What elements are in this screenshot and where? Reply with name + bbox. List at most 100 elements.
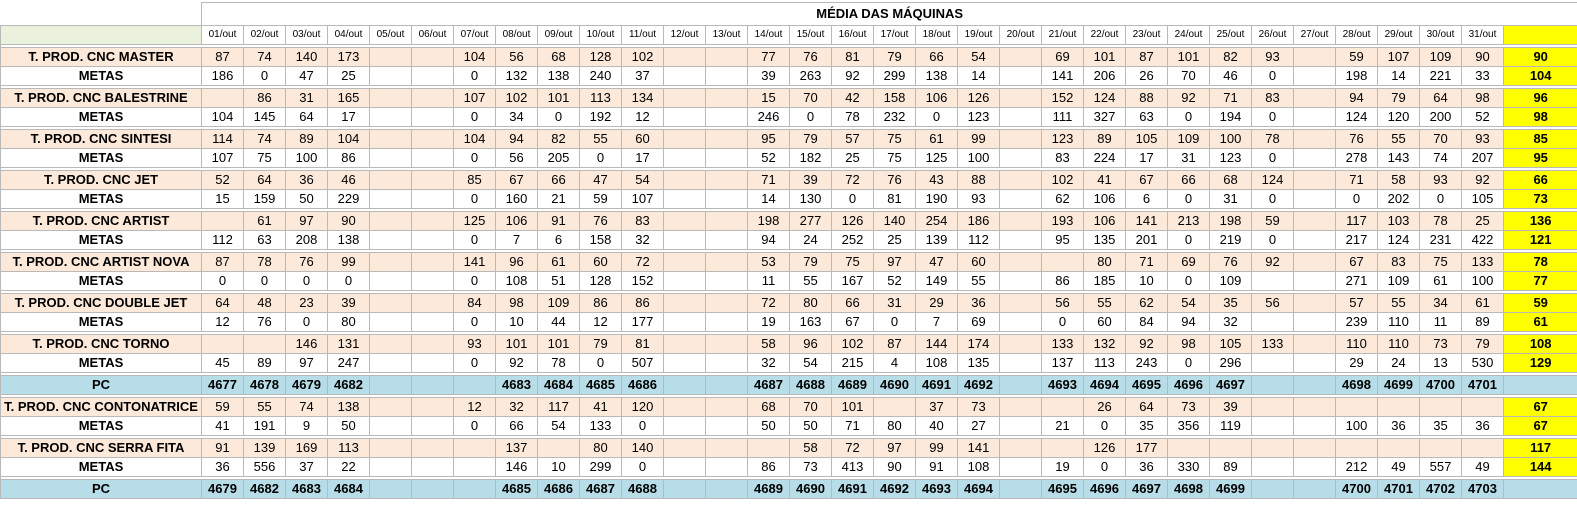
production-row-value: 86 <box>244 89 286 108</box>
production-row-value: 64 <box>1126 398 1168 417</box>
pc-row-value: 4678 <box>244 376 286 395</box>
pc-row-label: PC <box>1 480 202 499</box>
pc-row-value: 4700 <box>1336 480 1378 499</box>
production-row-value: 75 <box>1420 253 1462 272</box>
production-row-value: 48 <box>244 294 286 313</box>
production-row-value: 66 <box>1168 171 1210 190</box>
goal-row-value: 81 <box>874 190 916 209</box>
production-row-value <box>412 439 454 458</box>
goal-row-average: 61 <box>1504 313 1577 332</box>
goal-row-value: 240 <box>580 67 622 86</box>
goal-row-value: 138 <box>328 231 370 250</box>
production-row-value: 109 <box>538 294 580 313</box>
production-row-value: 96 <box>790 335 832 354</box>
goal-row-value <box>706 231 748 250</box>
production-row-label: T. PROD. CNC SERRA FITA <box>1 439 202 458</box>
production-row-value: 104 <box>328 130 370 149</box>
pc-row-value <box>370 480 412 499</box>
goal-row-value: 229 <box>328 190 370 209</box>
production-row-value: 70 <box>790 398 832 417</box>
pc-row-value: 4693 <box>916 480 958 499</box>
production-row-value: 79 <box>874 48 916 67</box>
goal-row-value <box>664 108 706 127</box>
goal-row-value: 212 <box>1336 458 1378 477</box>
pc-row-value: 4689 <box>832 376 874 395</box>
production-row-value <box>1294 398 1336 417</box>
production-row-value: 165 <box>328 89 370 108</box>
goal-row-value: 49 <box>1378 458 1420 477</box>
production-row-value: 55 <box>1084 294 1126 313</box>
production-row-value: 76 <box>286 253 328 272</box>
goal-row-value: 556 <box>244 458 286 477</box>
average-header <box>1504 26 1577 45</box>
production-row-value <box>370 398 412 417</box>
date-header: 26/out <box>1252 26 1294 45</box>
pc-row-value: 4701 <box>1462 376 1504 395</box>
date-header: 12/out <box>664 26 706 45</box>
goal-row-value: 44 <box>538 313 580 332</box>
production-row-value: 123 <box>1042 130 1084 149</box>
date-header: 18/out <box>916 26 958 45</box>
goal-row-value: 0 <box>454 354 496 373</box>
goal-row-value <box>706 313 748 332</box>
goal-row-value: 11 <box>1420 313 1462 332</box>
pc-row-label: PC <box>1 376 202 395</box>
production-row-value: 88 <box>958 171 1000 190</box>
production-row-value: 41 <box>1084 171 1126 190</box>
goal-row-value: 108 <box>496 272 538 291</box>
goal-row-value <box>1294 190 1336 209</box>
production-row-value: 97 <box>874 439 916 458</box>
goal-row-average: 144 <box>1504 458 1577 477</box>
production-row-value <box>706 130 748 149</box>
production-row-value: 104 <box>454 130 496 149</box>
production-row-value: 52 <box>202 171 244 190</box>
goal-row-value: 149 <box>916 272 958 291</box>
goal-row-value: 91 <box>916 458 958 477</box>
date-header: 21/out <box>1042 26 1084 45</box>
production-row-value: 67 <box>496 171 538 190</box>
goal-row-value: 135 <box>1084 231 1126 250</box>
goal-row-value: 219 <box>1210 231 1252 250</box>
goal-row-value: 139 <box>916 231 958 250</box>
pc-row-value: 4694 <box>958 480 1000 499</box>
goal-row-value <box>1000 108 1042 127</box>
production-row-average: 108 <box>1504 335 1577 354</box>
production-row-value <box>412 335 454 354</box>
goal-row-value: 202 <box>1378 190 1420 209</box>
production-row-value <box>1000 212 1042 231</box>
goal-row-value: 37 <box>286 458 328 477</box>
production-row-value: 110 <box>1336 335 1378 354</box>
goal-row-value: 97 <box>286 354 328 373</box>
production-row-average: 117 <box>1504 439 1577 458</box>
goal-row-value: 90 <box>874 458 916 477</box>
production-row-value: 66 <box>916 48 958 67</box>
goal-row-value <box>1000 190 1042 209</box>
goal-row-value: 52 <box>874 272 916 291</box>
goal-row-value: 113 <box>1084 354 1126 373</box>
goal-row-label: METAS <box>1 417 202 436</box>
goal-row-value: 177 <box>622 313 664 332</box>
goal-row-value <box>454 458 496 477</box>
goal-row-value: 0 <box>1252 190 1294 209</box>
production-row-value: 66 <box>832 294 874 313</box>
goal-row-value: 104 <box>202 108 244 127</box>
production-row-value: 92 <box>1252 253 1294 272</box>
pc-row-value: 4682 <box>328 376 370 395</box>
goal-row-value: 29 <box>1336 354 1378 373</box>
production-row-value: 61 <box>538 253 580 272</box>
goal-row-value <box>370 231 412 250</box>
goal-row-value <box>1294 458 1336 477</box>
production-row-value <box>1462 439 1504 458</box>
goal-row-value: 0 <box>622 458 664 477</box>
goal-row-average: 67 <box>1504 417 1577 436</box>
production-row-value: 80 <box>1084 253 1126 272</box>
goal-row-value: 50 <box>790 417 832 436</box>
goal-row-value <box>1294 417 1336 436</box>
goal-row-value: 145 <box>244 108 286 127</box>
goal-row-value: 0 <box>1168 354 1210 373</box>
production-row-value <box>1378 398 1420 417</box>
production-row-value: 75 <box>832 253 874 272</box>
production-row-value: 277 <box>790 212 832 231</box>
